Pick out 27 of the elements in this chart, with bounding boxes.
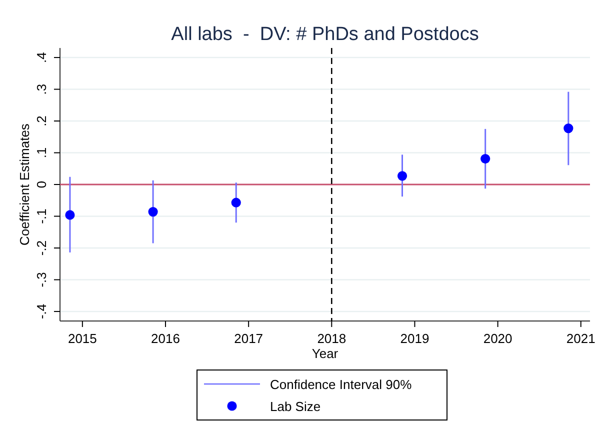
y-tick-label: -.2: [34, 240, 49, 256]
y-tick-label: .1: [34, 147, 49, 158]
x-tick-label: 2020: [483, 331, 512, 346]
y-tick-label: 0: [34, 180, 49, 188]
x-tick-label: 2018: [317, 331, 346, 346]
x-axis-title: Year: [312, 346, 339, 361]
y-tick-label: -.1: [34, 208, 49, 224]
text: Lab Size: [270, 399, 321, 414]
point: [564, 124, 574, 134]
point: [397, 171, 408, 181]
y-tick-label: .3: [34, 84, 49, 95]
point: [231, 198, 241, 208]
y-tick-label: .2: [34, 116, 49, 126]
y-tick-label: .4: [34, 52, 49, 63]
point: [480, 154, 490, 164]
y-tick-label: -.4: [34, 304, 49, 320]
x-tick-label: 2016: [151, 331, 180, 346]
y-tick-label: -.3: [34, 272, 49, 288]
point: [65, 210, 75, 220]
text: Confidence Interval 90%: [270, 377, 412, 392]
x-tick-label: 2017: [234, 331, 264, 346]
y-axis-title: Coefficient Estimates: [17, 123, 32, 246]
point: [148, 207, 158, 217]
x-tick-label: 2021: [566, 331, 596, 346]
x-tick-label: 2015: [68, 331, 97, 346]
x-tick-label: 2019: [400, 331, 430, 346]
chart-title: All labs - DV: # PhDs and Postdocs: [171, 24, 479, 45]
